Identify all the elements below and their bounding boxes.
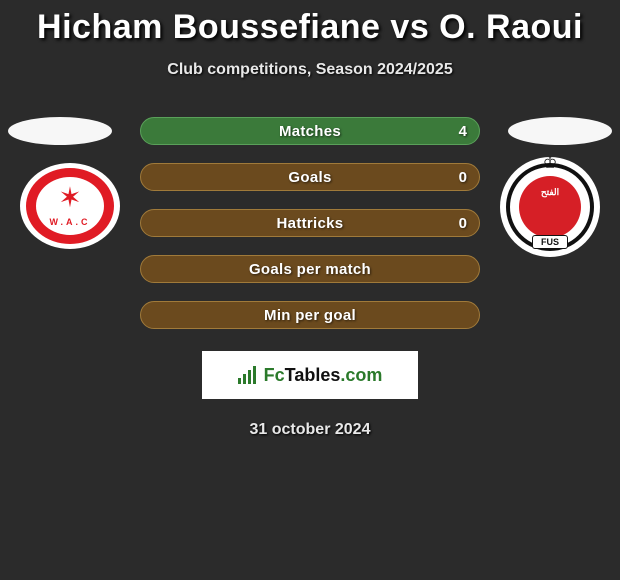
star-icon: ✶ xyxy=(58,181,81,214)
player-name-oval-right xyxy=(508,117,612,145)
stat-row-goals: Goals 0 xyxy=(140,163,480,191)
stat-row-hattricks: Hattricks 0 xyxy=(140,209,480,237)
player-name-oval-left xyxy=(8,117,112,145)
date-line: 31 october 2024 xyxy=(0,421,620,439)
stats-column: Matches 4 Goals 0 Hattricks 0 Goals per match M… xyxy=(140,117,480,329)
club-arabic-right: الفتح xyxy=(520,187,580,198)
comparison-panel: ✶ W.A.C ♔ الفتح FUS Matches4Goals0Hattri… xyxy=(0,117,620,329)
fus-logo: ♔ الفتح FUS xyxy=(506,163,594,251)
crown-icon: ♔ xyxy=(543,153,557,173)
club-badge-left: ✶ W.A.C xyxy=(20,163,120,249)
club-abbr-right: FUS xyxy=(532,235,568,249)
stat-value-right: 4 xyxy=(459,123,467,140)
stat-label: Matches xyxy=(279,123,341,140)
bar-chart-icon xyxy=(238,366,256,384)
stat-row-min-per-goal: Min per goal xyxy=(140,301,480,329)
stat-label: Min per goal xyxy=(264,307,356,324)
brand-text: FcTables.com xyxy=(264,365,383,386)
stat-label: Goals xyxy=(288,169,331,186)
fctables-brand-box[interactable]: FcTables.com xyxy=(202,351,418,399)
stat-row-goals-per-match: Goals per match xyxy=(140,255,480,283)
page-title: Hicham Boussefiane vs O. Raoui xyxy=(0,0,620,47)
stat-label: Hattricks xyxy=(277,215,344,232)
wydad-logo: ✶ W.A.C xyxy=(26,168,114,244)
subtitle: Club competitions, Season 2024/2025 xyxy=(0,61,620,79)
club-abbr-left: W.A.C xyxy=(50,217,91,227)
club-badge-right: ♔ الفتح FUS xyxy=(500,157,600,257)
stat-value-right: 0 xyxy=(459,215,467,232)
stat-label: Goals per match xyxy=(249,261,371,278)
stat-row-matches: Matches 4 xyxy=(140,117,480,145)
stat-value-right: 0 xyxy=(459,169,467,186)
